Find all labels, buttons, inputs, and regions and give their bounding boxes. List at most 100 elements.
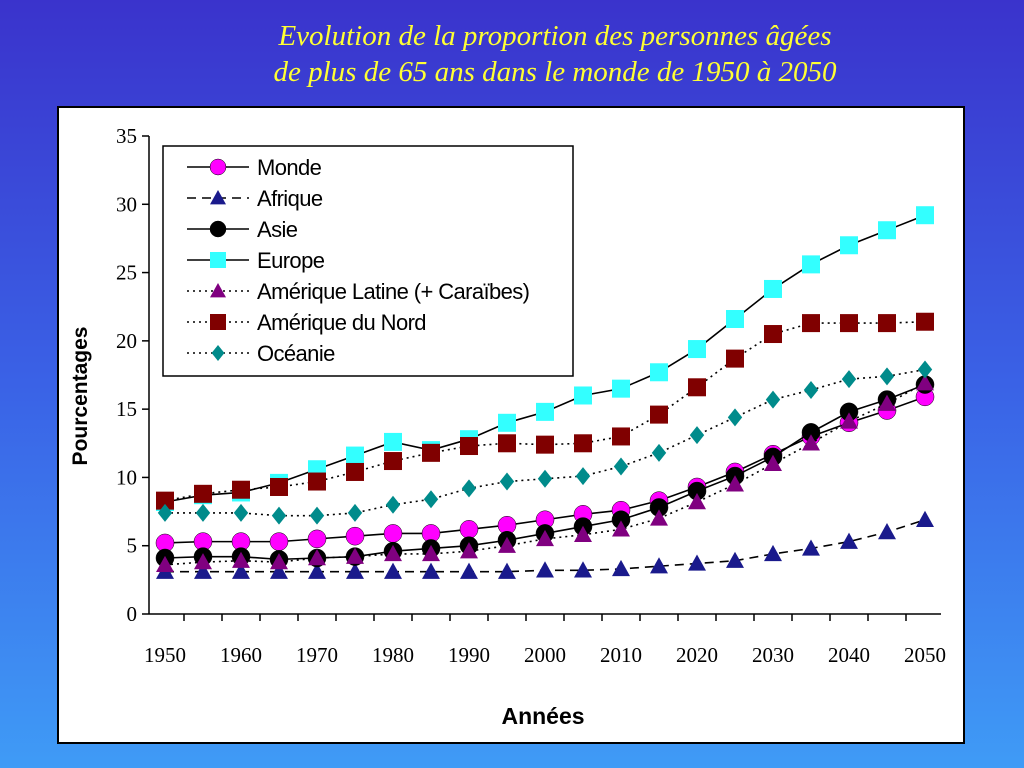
data-point	[917, 360, 933, 379]
data-point	[916, 312, 934, 331]
x-tick-label: 2020	[676, 643, 718, 667]
x-tick-label: 2010	[600, 643, 642, 667]
data-point	[194, 484, 212, 503]
data-point	[422, 562, 440, 579]
data-point	[841, 370, 857, 389]
data-point	[802, 434, 820, 451]
data-point	[499, 472, 515, 491]
data-point	[347, 503, 363, 522]
data-point	[650, 509, 668, 526]
data-point	[727, 408, 743, 427]
x-tick-label: 1960	[220, 643, 262, 667]
data-point	[574, 386, 592, 405]
series-5	[156, 312, 934, 510]
data-point	[840, 236, 858, 255]
legend-box	[162, 145, 574, 377]
data-point	[536, 561, 554, 578]
data-point	[194, 562, 212, 579]
series-line	[164, 382, 926, 566]
y-tick-label: 10	[116, 465, 137, 489]
legend-marker	[210, 283, 226, 298]
x-tick-label: 1980	[372, 643, 414, 667]
data-point	[688, 493, 706, 510]
data-point	[383, 524, 403, 543]
data-point	[612, 559, 630, 577]
x-tick-label: 1990	[448, 643, 490, 667]
data-point	[613, 457, 629, 476]
legend-marker	[210, 314, 226, 330]
data-point	[726, 310, 744, 329]
data-point	[384, 452, 402, 471]
data-point	[422, 544, 440, 562]
data-point	[726, 475, 744, 492]
data-point	[688, 554, 706, 571]
data-point	[802, 539, 820, 556]
x-tick-label: 2000	[524, 643, 566, 667]
data-point	[232, 551, 250, 568]
data-point	[195, 503, 211, 522]
data-point	[575, 467, 591, 486]
x-tick-label: 1950	[144, 643, 186, 667]
y-axis-label: Pourcentages	[69, 327, 92, 466]
data-point	[498, 413, 516, 432]
data-point	[461, 479, 477, 498]
legend-marker	[209, 220, 227, 238]
legend-label: Amérique Latine (+ Caraïbes)	[257, 279, 529, 304]
data-point	[802, 314, 820, 333]
legend-label: Amérique du Nord	[257, 310, 426, 335]
data-point	[384, 544, 402, 562]
x-tick-label: 1970	[296, 643, 338, 667]
data-point	[308, 472, 326, 491]
data-point	[612, 427, 630, 446]
data-point	[498, 536, 516, 553]
data-point	[498, 434, 516, 453]
data-point	[422, 443, 440, 462]
data-point	[271, 506, 287, 525]
data-point	[574, 561, 592, 578]
data-point	[346, 446, 364, 465]
data-point	[460, 437, 478, 456]
data-point	[878, 394, 896, 411]
data-point	[765, 390, 781, 409]
data-point	[878, 523, 896, 540]
series-layer	[155, 206, 935, 579]
slide-title: Evolution de la proportion des personnes…	[273, 20, 837, 88]
data-point	[233, 503, 249, 522]
data-point	[156, 491, 174, 510]
x-tick-label: 2050	[904, 643, 946, 667]
data-point	[840, 314, 858, 333]
data-point	[689, 426, 705, 445]
legend: Monde Afrique Asie Europe Amérique Latine (+…	[162, 145, 574, 377]
y-tick-label: 35	[116, 124, 137, 148]
series-1	[156, 510, 934, 579]
data-point	[384, 432, 402, 451]
data-point	[309, 506, 325, 525]
series-3	[156, 206, 934, 512]
data-point	[270, 477, 288, 496]
data-point	[574, 434, 592, 453]
data-point	[651, 443, 667, 462]
data-point	[384, 562, 402, 579]
chart-frame: 0 5 10 15 20 25 30 35 1950 1960 1970 1980 1990 2000 20…	[57, 106, 965, 744]
data-point	[270, 562, 288, 579]
legend-label: Océanie	[257, 341, 335, 366]
y-tick-label: 5	[127, 534, 138, 558]
data-point	[916, 206, 934, 225]
data-point	[194, 553, 212, 570]
data-point	[688, 378, 706, 397]
data-point	[460, 562, 478, 579]
data-point	[308, 562, 326, 579]
data-point	[879, 367, 895, 386]
legend-marker	[211, 345, 225, 361]
data-point	[460, 542, 478, 559]
x-axis-label: Années	[501, 703, 584, 729]
data-point	[650, 363, 668, 382]
data-point	[764, 544, 782, 562]
data-point	[688, 340, 706, 359]
data-point	[612, 379, 630, 398]
data-point	[346, 462, 364, 481]
data-point	[269, 532, 289, 551]
data-point	[764, 325, 782, 344]
data-point	[345, 526, 365, 546]
data-point	[802, 255, 820, 274]
